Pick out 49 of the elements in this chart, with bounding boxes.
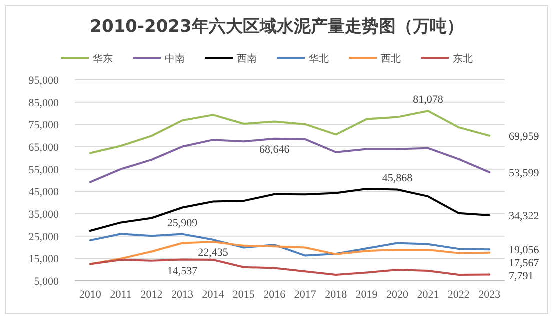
annotation: 68,646	[260, 144, 290, 156]
y-tick-label: 35,000	[28, 209, 60, 221]
x-tick-label: 2020	[386, 289, 409, 301]
y-tick-label: 15,000	[28, 254, 60, 266]
line-series	[89, 233, 491, 257]
x-tick-label: 2012	[140, 289, 163, 301]
annotation: 14,537	[167, 266, 198, 278]
x-tick-label: 2014	[202, 289, 225, 301]
y-tick-label: 75,000	[28, 120, 60, 132]
x-tick-label: 2023	[478, 289, 502, 301]
x-tick-label: 2018	[325, 289, 348, 301]
chart-title: 2010-2023年六大区域水泥产量走势图（万吨）	[90, 17, 464, 37]
y-tick-label: 95,000	[28, 75, 60, 87]
y-tick-label: 45,000	[28, 186, 60, 199]
x-tick-label: 2013	[172, 289, 194, 301]
annotation: 81,078	[413, 94, 444, 106]
x-tick-label: 2016	[264, 289, 286, 301]
legend-label: 西南	[237, 53, 257, 65]
legend-label: 华北	[309, 53, 329, 65]
annotation: 34,322	[509, 210, 540, 223]
x-tick-label: 2022	[448, 289, 470, 301]
legend-label: 华东	[93, 53, 113, 65]
annotation: 19,056	[509, 244, 540, 257]
x-tick-label: 2011	[110, 289, 132, 301]
legend-label: 西北	[381, 53, 401, 65]
y-tick-label: 25,000	[28, 231, 60, 244]
annotation: 7,791	[509, 270, 534, 283]
line-series	[89, 138, 491, 184]
annotation: 45,868	[382, 172, 414, 185]
x-tick-label: 2021	[417, 289, 440, 301]
legend-label: 东北	[453, 53, 473, 65]
x-tick-label: 2017	[294, 289, 317, 301]
y-tick-label: 65,000	[28, 142, 60, 154]
annotation: 22,435	[198, 247, 229, 260]
line-series	[89, 258, 491, 276]
y-tick-label: 55,000	[28, 164, 60, 176]
annotation: 53,599	[509, 167, 540, 180]
x-tick-label: 2010	[79, 289, 102, 301]
legend-label: 中南	[165, 53, 185, 65]
annotation: 25,909	[167, 217, 198, 230]
y-tick-label: 5,000	[34, 276, 60, 288]
line-series	[89, 188, 491, 232]
x-tick-label: 2015	[232, 289, 256, 301]
line-series	[89, 110, 491, 154]
x-tick-label: 2019	[356, 289, 378, 301]
y-tick-label: 85,000	[28, 97, 60, 110]
annotation: 17,567	[509, 258, 540, 270]
annotation: 69,959	[509, 130, 540, 143]
line-series	[89, 241, 491, 266]
